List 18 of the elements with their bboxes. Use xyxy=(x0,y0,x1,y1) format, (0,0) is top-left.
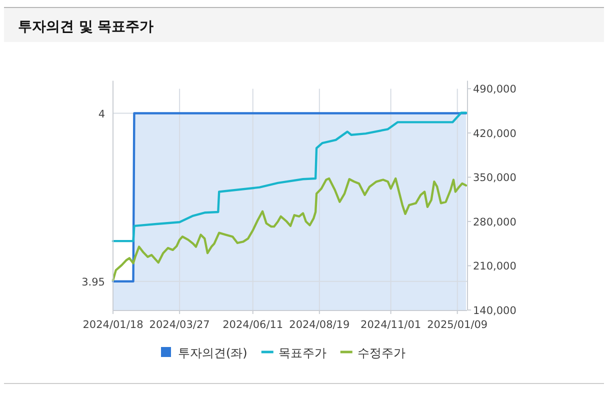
x-tick-label: 2024/01/18 xyxy=(82,319,144,331)
x-tick-label: 2025/01/09 xyxy=(427,319,488,331)
x-tick-label: 2024/11/01 xyxy=(360,319,422,331)
y2-tick-label: 140,000 xyxy=(473,305,516,317)
y2-tick-label: 280,000 xyxy=(473,216,516,228)
y2-tick-label: 490,000 xyxy=(473,84,516,96)
legend-label: 수정주가 xyxy=(357,346,406,360)
legend-label: 투자의견(좌) xyxy=(178,346,248,360)
y2-tick-label: 420,000 xyxy=(473,128,516,140)
x-tick-label: 2024/03/27 xyxy=(149,319,210,331)
y2-tick-label: 210,000 xyxy=(473,260,516,273)
y2-tick-label: 350,000 xyxy=(473,172,516,184)
x-tick-label: 2024/06/11 xyxy=(222,319,284,331)
x-tick-label: 2024/08/19 xyxy=(289,319,350,331)
legend-label: 목표주가 xyxy=(278,346,326,360)
y-tick-label: 4 xyxy=(98,108,106,120)
y-tick-label: 3.95 xyxy=(82,276,105,288)
chart-title: 투자의견 및 목표주가 xyxy=(18,19,154,35)
